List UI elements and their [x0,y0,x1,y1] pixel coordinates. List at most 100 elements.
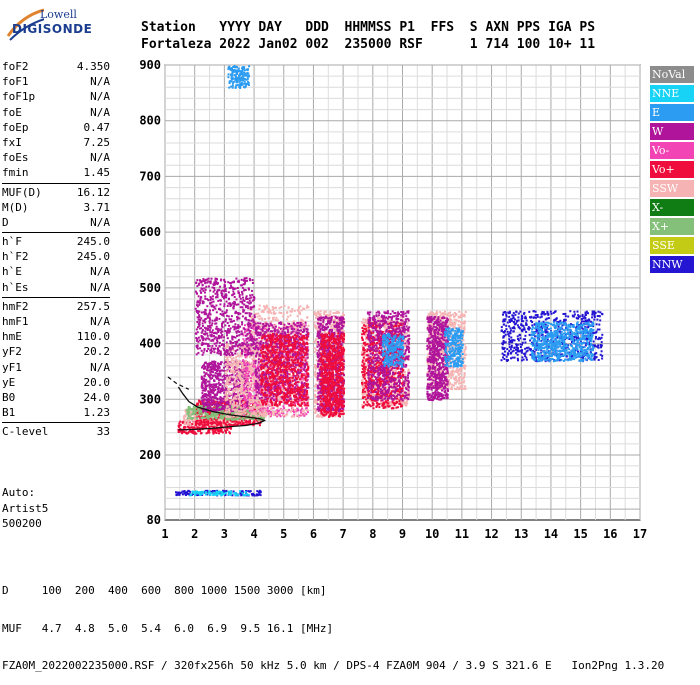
data-point [228,419,230,421]
data-point [227,370,229,372]
data-point [199,413,201,415]
param-label: foEs [2,151,29,164]
data-point [252,413,254,415]
data-point [259,315,261,317]
data-point [298,307,300,309]
data-point [279,307,281,309]
data-point [226,421,228,423]
data-point [287,329,289,331]
data-point [214,394,216,396]
data-point [280,312,282,314]
data-point [262,330,264,332]
data-point [230,365,232,367]
param-value: N/A [90,265,110,278]
param-label: foF2 [2,60,29,73]
data-point [249,365,251,367]
data-point [184,419,186,421]
param-label: yF2 [2,345,22,358]
param-value: 1.45 [84,166,111,179]
data-point [297,315,299,317]
data-point [237,362,239,364]
data-point [300,305,302,307]
data-point [225,408,227,410]
data-point [275,411,277,413]
data-point [237,395,239,397]
data-point [216,398,218,400]
data-point [219,417,221,419]
x-tick-label: 4 [250,527,257,541]
data-point [300,413,302,415]
header-col-6: FFS [431,20,470,35]
data-point [306,305,308,307]
data-point [291,328,293,330]
data-point [244,324,246,326]
x-tick-label: 11 [455,527,469,541]
data-point [244,332,246,334]
data-point [232,376,234,378]
data-point [251,396,253,398]
y-tick-label: 800 [139,114,161,128]
header-row1: Station YYYY DAY DDD HHMMSS P1 FFS S AXN… [141,20,603,35]
param-label: fxI [2,136,22,149]
data-point [202,416,204,418]
data-point [253,358,255,360]
data-point [297,346,299,348]
x-tick-label: 17 [633,527,647,541]
data-point [250,377,252,379]
data-point [206,413,208,415]
data-point [256,400,258,402]
header-val-8: 714 [485,37,516,52]
data-point [218,389,220,391]
data-point [253,356,255,358]
data-point [218,382,220,384]
data-point [258,318,260,320]
data-point [258,337,260,339]
data-point [215,417,217,419]
data-point [202,395,204,397]
data-point [235,384,237,386]
data-point [299,326,301,328]
data-point [267,407,269,409]
data-point [230,416,232,418]
data-point [302,307,304,309]
data-point [211,412,213,414]
data-point [195,423,197,425]
data-point [272,411,274,413]
data-point [259,413,261,415]
param-value: 20.0 [84,376,111,389]
param-label: yF1 [2,361,22,374]
data-point [199,430,201,432]
data-point [211,386,213,388]
param-value: N/A [90,106,110,119]
data-point [196,414,198,416]
data-point [261,311,263,313]
data-point [241,373,243,375]
data-point [246,388,248,390]
data-point [280,374,282,376]
data-point [274,319,276,321]
data-point [240,393,242,395]
data-point [289,331,291,333]
data-point [232,367,234,369]
param-label: foF1 [2,75,29,88]
data-point [250,367,252,369]
data-point [227,344,229,346]
data-point [205,410,207,412]
data-point [212,432,214,434]
param-label: B0 [2,391,15,404]
data-point [232,409,234,411]
data-point [244,387,246,389]
data-point [217,366,219,368]
data-point [219,408,221,410]
data-point [218,417,220,419]
data-point [256,316,258,318]
data-point [247,375,249,377]
param-value: 33 [97,425,110,438]
data-point [204,417,206,419]
header-col-8: AXN [485,20,516,35]
